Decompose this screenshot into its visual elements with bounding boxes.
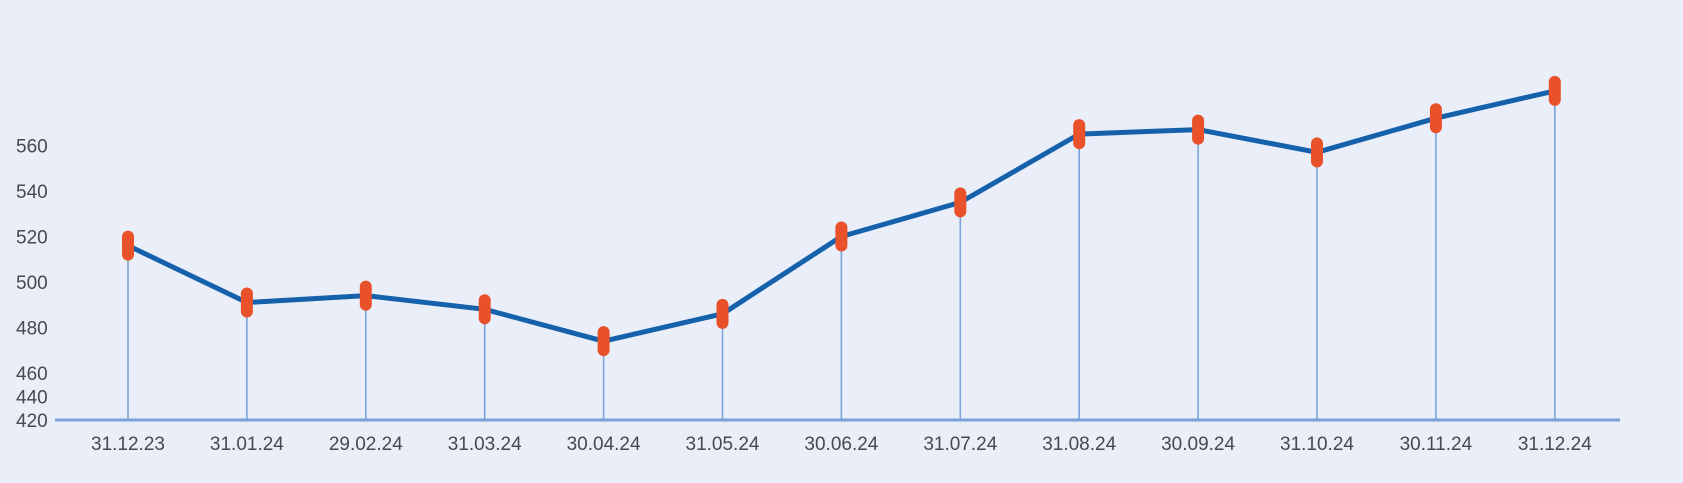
y-tick-label: 540 bbox=[16, 182, 48, 203]
data-point-marker[interactable] bbox=[240, 287, 253, 318]
y-tick-label: 560 bbox=[16, 137, 48, 158]
data-point-marker[interactable] bbox=[359, 280, 372, 311]
data-point-marker[interactable] bbox=[597, 326, 610, 357]
data-point-marker[interactable] bbox=[1548, 75, 1561, 106]
x-tick-label: 30.09.24 bbox=[1161, 434, 1235, 455]
data-point-marker[interactable] bbox=[122, 230, 134, 261]
y-tick-label: 460 bbox=[16, 364, 48, 385]
y-tick-label: 500 bbox=[16, 273, 48, 294]
x-tick-label: 31.10.24 bbox=[1280, 434, 1354, 455]
data-point-marker[interactable] bbox=[1073, 119, 1086, 150]
x-tick-label: 31.01.24 bbox=[210, 434, 284, 455]
y-tick-label: 440 bbox=[16, 388, 48, 409]
x-tick-label: 29.02.24 bbox=[329, 434, 403, 455]
data-point-marker[interactable] bbox=[835, 221, 848, 252]
data-point-marker[interactable] bbox=[1311, 137, 1323, 168]
x-axis-ticks: 31.12.23 31.01.24 29.02.24 31.03.24 30.04.24… bbox=[91, 434, 1592, 455]
x-tick-label: 31.03.24 bbox=[448, 434, 522, 455]
data-point-marker[interactable] bbox=[954, 187, 967, 218]
x-tick-label: 30.04.24 bbox=[567, 434, 641, 455]
data-point-marker[interactable] bbox=[1192, 114, 1205, 145]
x-tick-label: 31.12.24 bbox=[1518, 434, 1592, 455]
data-point-marker[interactable] bbox=[1429, 103, 1442, 134]
data-point-marker[interactable] bbox=[478, 294, 491, 325]
y-tick-label: 520 bbox=[16, 228, 48, 249]
y-tick-label: 420 bbox=[16, 411, 48, 432]
data-point-marker[interactable] bbox=[716, 298, 729, 329]
x-tick-label: 30.11.24 bbox=[1400, 434, 1473, 455]
x-tick-label: 31.07.24 bbox=[923, 434, 997, 455]
x-tick-label: 30.06.24 bbox=[804, 434, 878, 455]
x-tick-label: 31.08.24 bbox=[1042, 434, 1116, 455]
x-tick-label: 31.05.24 bbox=[686, 434, 760, 455]
drop-lines bbox=[127, 90, 1556, 420]
x-tick-label: 31.12.23 bbox=[91, 434, 165, 455]
y-tick-label: 480 bbox=[16, 319, 48, 340]
data-markers bbox=[122, 75, 1561, 357]
